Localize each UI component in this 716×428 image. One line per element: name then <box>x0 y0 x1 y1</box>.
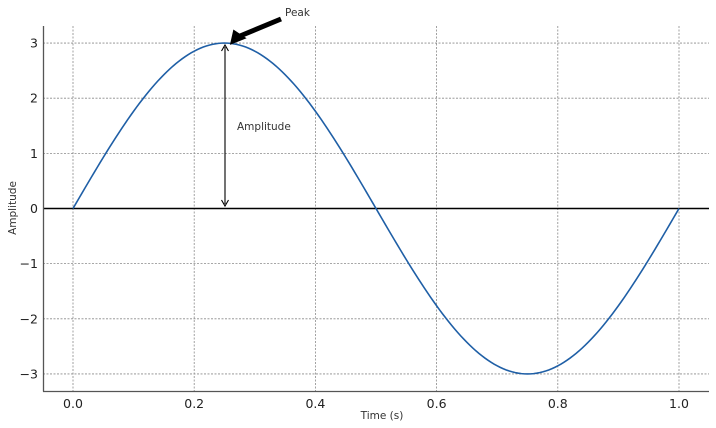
y-axis-label: Amplitude <box>7 181 19 235</box>
peak-annotation: Peak <box>285 7 311 19</box>
x-tick-label: 0.8 <box>548 396 568 411</box>
sine-wave-line <box>72 42 680 375</box>
peak-arrow <box>229 16 282 45</box>
y-tick-label: 2 <box>30 91 38 106</box>
x-tick-labels: 0.0 0.2 0.4 0.6 0.8 1.0 <box>63 396 689 411</box>
x-tick-label: 0.4 <box>305 396 325 411</box>
x-axis-label: Time (s) <box>360 410 404 422</box>
x-tick-label: 0.6 <box>427 396 447 411</box>
amplitude-arrow <box>221 43 229 208</box>
y-tick-label: −3 <box>20 366 38 381</box>
y-tick-labels: 3 2 1 0 −1 −2 −3 <box>20 36 38 382</box>
y-tick-label: −2 <box>20 311 38 326</box>
y-tick-label: 0 <box>30 201 38 216</box>
y-tick-label: 3 <box>30 36 38 51</box>
amplitude-annotation: Amplitude <box>237 121 291 133</box>
x-tick-label: 0.2 <box>184 396 204 411</box>
y-tick-label: −1 <box>20 256 38 271</box>
y-tick-label: 1 <box>30 146 38 161</box>
x-tick-label: 1.0 <box>669 396 689 411</box>
x-tick-label: 0.0 <box>63 396 83 411</box>
